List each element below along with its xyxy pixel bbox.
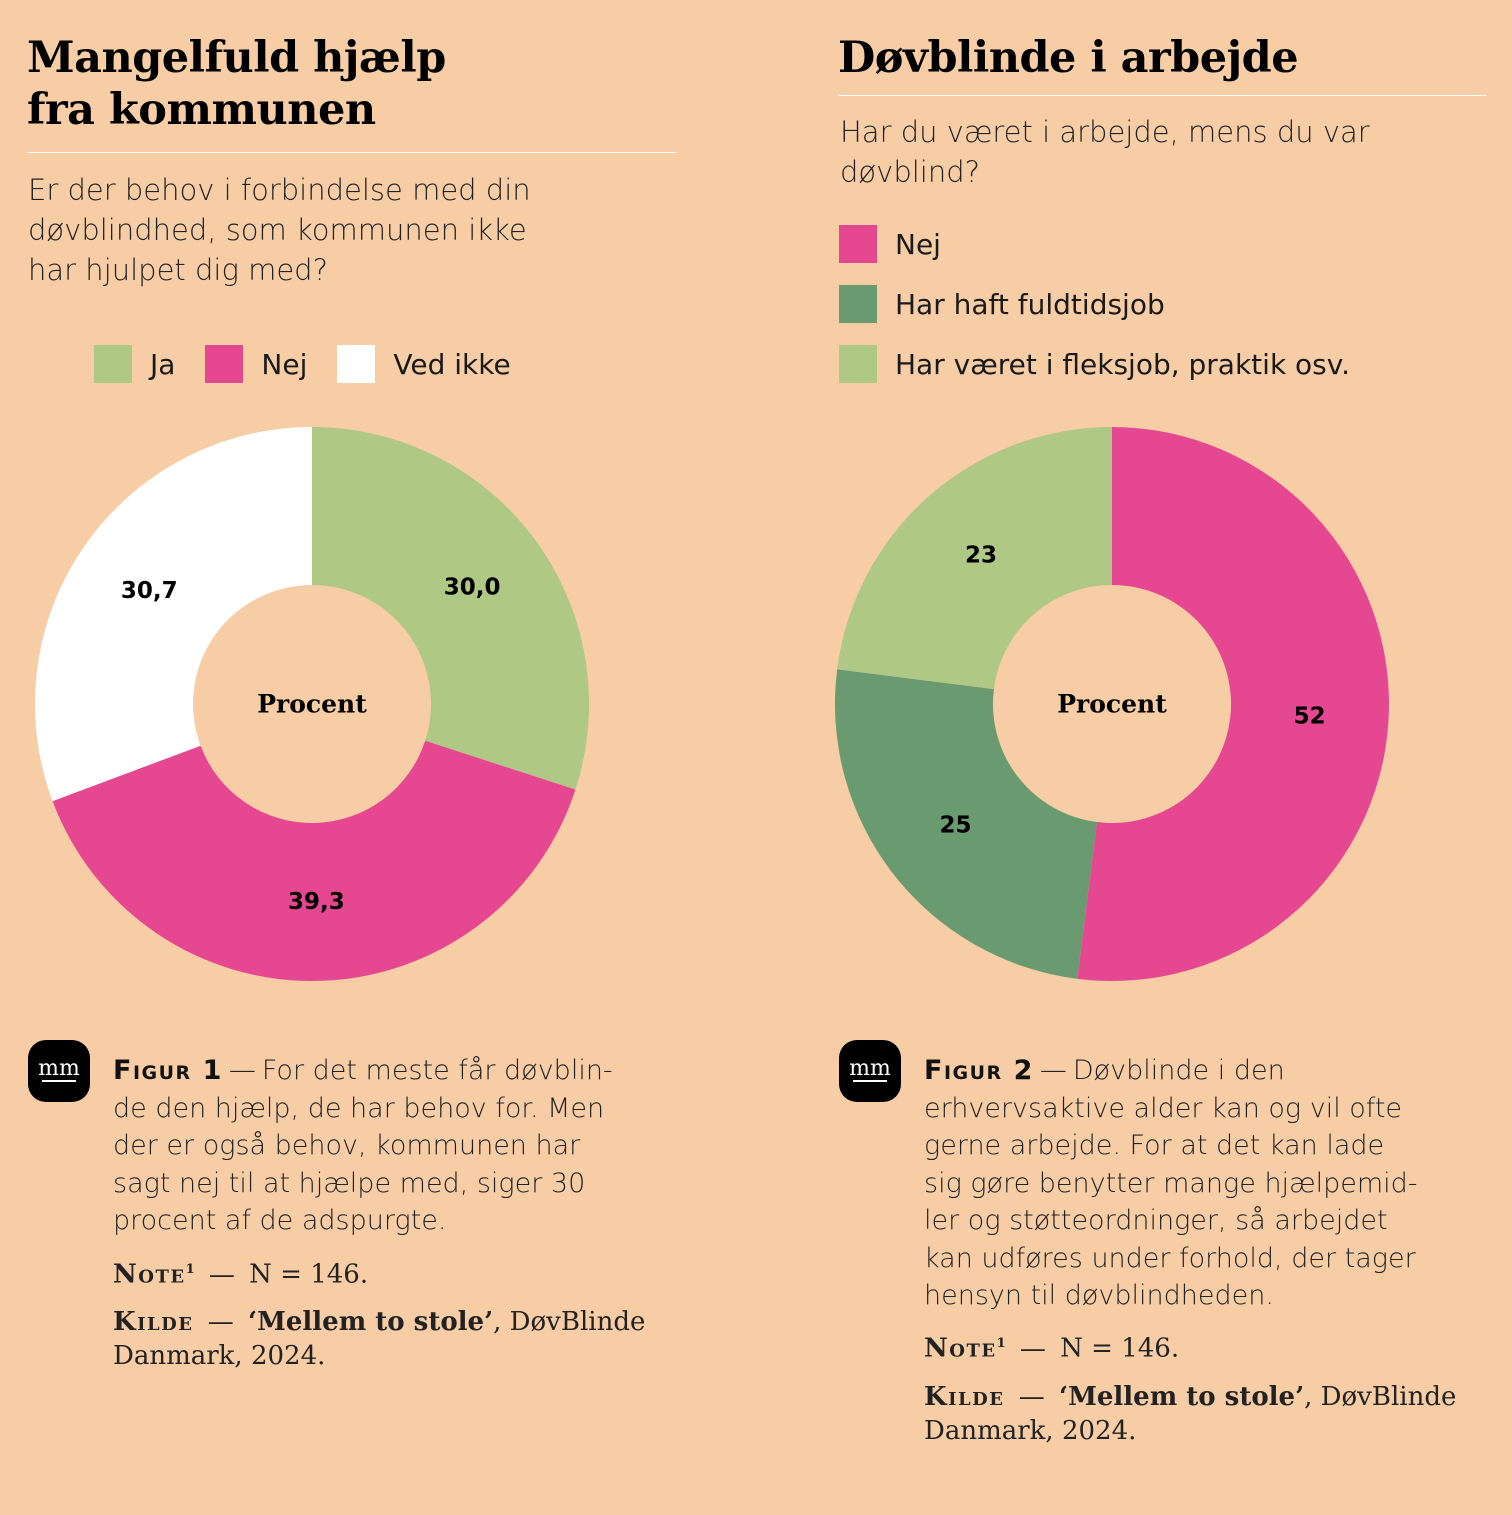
caption-line: Døvblinde i den [1072, 1055, 1285, 1086]
figure-1-question-line: Er der behov i forbindelse med din [28, 173, 531, 207]
figure-2-source: Kilde — ‘Mellem to stole’, DøvBlinde Dan… [924, 1382, 1457, 1446]
figure-2-title-line1: Døvblinde i arbejde [838, 33, 1299, 83]
figure-1-title-line2: fra kommunen [27, 85, 376, 135]
donut-slice-nej [52, 740, 576, 981]
caption-line: de den hjælp, de har behov for. Men [113, 1092, 605, 1124]
caption-line: sagt nej til at hjælpe med, siger 30 [113, 1167, 586, 1199]
slice-value-label: 30,0 [444, 575, 501, 601]
figure-2-question-line: døvblind? [840, 155, 981, 189]
mm-logo-icon: mm [839, 1040, 901, 1102]
figure-2-panel: Døvblinde i arbejde Har du været i arbej… [756, 0, 1512, 1515]
figure-1-panel: Mangelfuld hjælp fra kommunen Er der beh… [27, 32, 676, 1371]
source-rest: Danmark, 2024. [113, 1341, 326, 1371]
caption-line: procent af de adspurgte. [113, 1205, 447, 1236]
source-rest: , DøvBlinde [1304, 1382, 1457, 1412]
figure-1-donut-chart: 30,0 39,3 30,7 Procent [34, 427, 589, 981]
legend-label-fleksjob: Har været i fleksjob, praktik osv. [895, 347, 1351, 381]
legend-item-ja: Ja [94, 345, 175, 383]
figure-1-legend: Ja Nej Ved ikke [94, 345, 541, 383]
caption-line: hensyn til døvblindheden. [924, 1280, 1274, 1311]
note-key: Note [113, 1259, 186, 1290]
slice-value-label: 25 [940, 812, 972, 838]
donut-center-label: Procent [1057, 690, 1167, 719]
figure-2-question-line: Har du været i arbejde, mens du var [840, 115, 1370, 149]
caption-line: gerne arbejde. For at det kan lade [924, 1130, 1385, 1161]
mm-logo-icon: mm [28, 1040, 90, 1102]
source-title: ‘Mellem to stole’ [1059, 1382, 1305, 1412]
figure-1-note: Note1 — N = 146. [113, 1259, 369, 1290]
figure-2-legend: Nej Har haft fuldtidsjob Har været i fle… [839, 214, 1350, 394]
legend-swatch-nej [205, 345, 244, 383]
donut-center-label: Procent [257, 690, 367, 719]
legend-item-nej: Nej [839, 214, 1350, 274]
source-rest: , DøvBlinde [493, 1307, 646, 1337]
legend-item-fleksjob: Har været i fleksjob, praktik osv. [839, 334, 1350, 394]
legend-swatch-nej [839, 225, 877, 263]
legend-swatch-fleksjob [839, 345, 877, 383]
legend-item-ved-ikke: Ved ikke [337, 345, 511, 383]
figure-2-caption: Figur 2— Døvblinde i den erhvervsaktive a… [924, 1055, 1418, 1311]
legend-label-fuldtidsjob: Har haft fuldtidsjob [895, 287, 1165, 321]
legend-label-ja: Ja [150, 347, 176, 381]
source-key: Kilde [113, 1307, 194, 1337]
figure-1-source: Kilde — ‘Mellem to stole’, DøvBlinde Dan… [113, 1307, 646, 1371]
note-value: N = 146. [1060, 1333, 1180, 1364]
slice-value-label: 23 [965, 542, 997, 568]
figure-2-question: Har du været i arbejde, mens du var døvb… [840, 112, 1370, 192]
figure-2-title: Døvblinde i arbejde [838, 32, 1299, 84]
caption-line: kan udføres under forhold, der tager [924, 1242, 1416, 1274]
source-title: ‘Mellem to stole’ [248, 1307, 494, 1337]
donut-slice-har-haft-fuldtidsjob [835, 669, 1098, 979]
donut-slice-har-været-i-fleksjob-praktik-osv [837, 427, 1112, 690]
note-key: Note [924, 1333, 997, 1364]
legend-swatch-ved-ikke [337, 345, 376, 383]
figure-1-title-rule [28, 152, 676, 153]
slice-value-label: 39,3 [288, 889, 345, 915]
caption-line: For det meste får døvblin- [261, 1055, 613, 1086]
figure-1-label: Figur 1 [113, 1055, 223, 1086]
legend-label-nej: Nej [895, 227, 941, 261]
caption-line: ler og støtteordninger, så arbejdet [924, 1205, 1388, 1236]
donut-slice-nej [1077, 427, 1389, 981]
figure-1-title-line1: Mangelfuld hjælp [27, 33, 446, 83]
slice-value-label: 52 [1294, 703, 1326, 729]
figure-1-question-line: har hjulpet dig med? [28, 253, 328, 287]
legend-label-nej: Nej [261, 347, 308, 381]
donut-slice-ja [312, 427, 589, 790]
figure-2-note: Note1 — N = 146. [924, 1333, 1180, 1364]
figure-1-question-line: døvblindhed, som kommunen ikke [28, 213, 527, 247]
logo-text: mm [38, 1056, 80, 1081]
legend-swatch-ja [94, 345, 132, 383]
legend-item-fuldtidsjob: Har haft fuldtidsjob [839, 274, 1350, 334]
slice-value-label: 30,7 [121, 578, 178, 604]
caption-line: der er også behov, kommunen har [113, 1130, 581, 1161]
logo-text: mm [849, 1056, 891, 1081]
source-key: Kilde [924, 1382, 1005, 1412]
donut-slice-ved-ikke [34, 427, 312, 802]
figure-2-donut-chart: 52 25 23 Procent [835, 427, 1389, 981]
caption-line: erhvervsaktive alder kan og vil ofte [924, 1092, 1403, 1124]
note-sup: 1 [996, 1336, 1006, 1351]
note-sup: 1 [185, 1262, 195, 1277]
figure-2-label: Figur 2 [924, 1055, 1034, 1086]
caption-line: sig gøre benytter mange hjælpemid- [924, 1167, 1418, 1199]
figure-1-question: Er der behov i forbindelse med din døvbl… [28, 170, 531, 290]
source-rest: Danmark, 2024. [924, 1416, 1137, 1446]
legend-swatch-fuldtidsjob [839, 285, 877, 323]
figure-1-title: Mangelfuld hjælp fra kommunen [27, 32, 446, 136]
legend-label-ved-ikke: Ved ikke [393, 347, 511, 381]
figure-2-title-rule [838, 95, 1486, 96]
figure-1-caption: Figur 1— For det meste får døvblin- de de… [113, 1055, 613, 1236]
note-value: N = 146. [249, 1259, 369, 1290]
legend-item-nej: Nej [205, 345, 307, 383]
